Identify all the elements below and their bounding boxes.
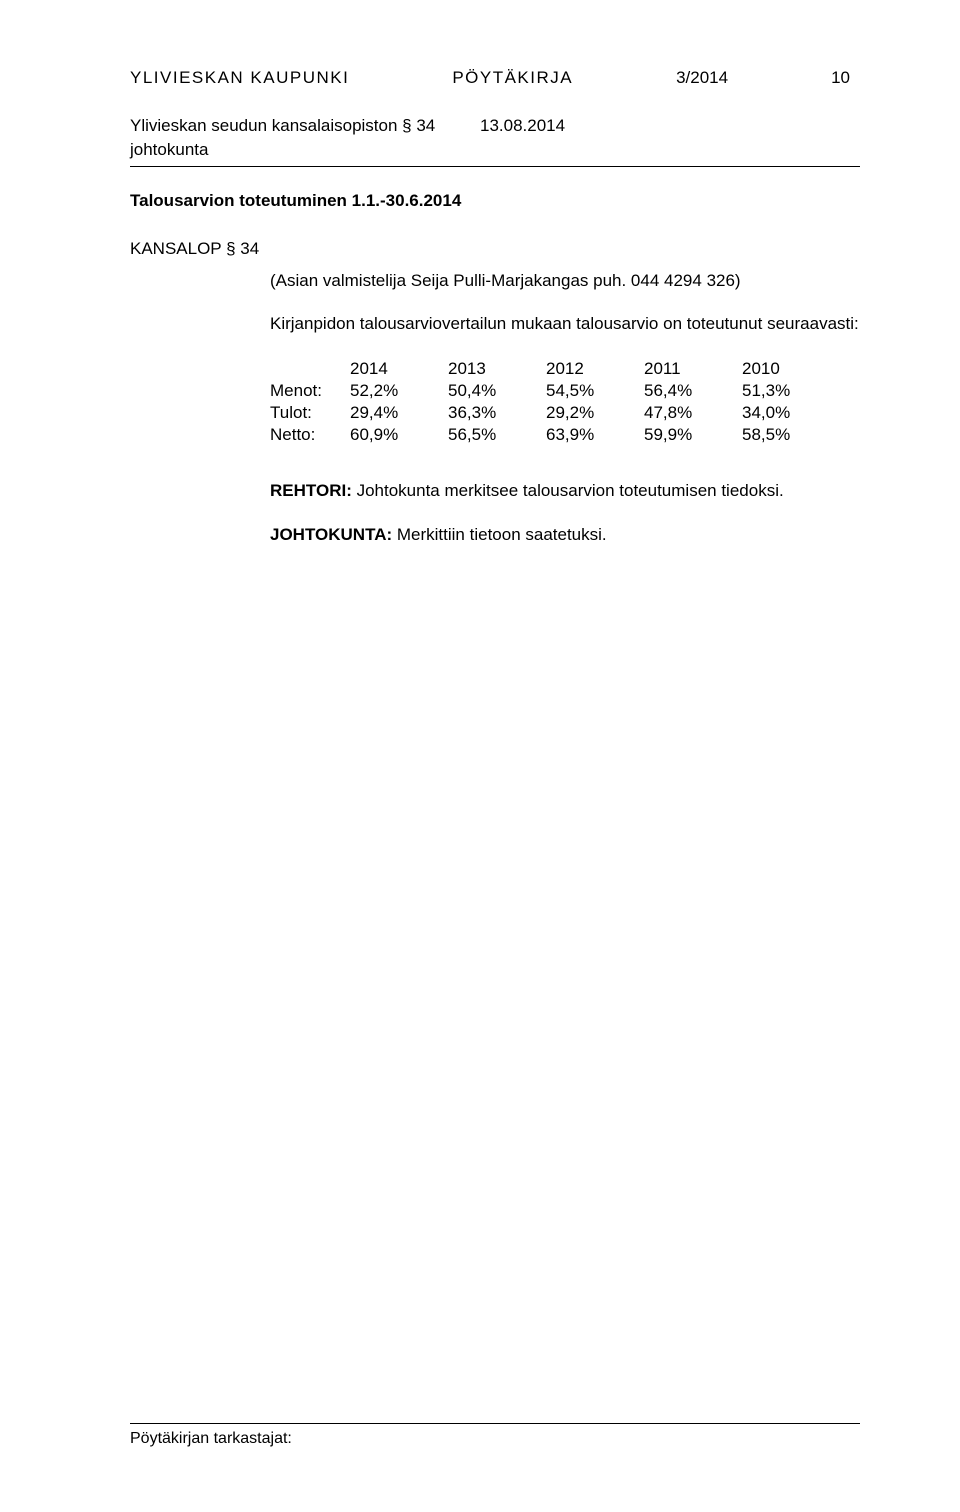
page-title: Talousarvion toteutuminen 1.1.-30.6.2014 bbox=[130, 191, 860, 211]
header-doc-number: 3/2014 bbox=[676, 68, 728, 88]
table-cell: 56,4% bbox=[644, 380, 742, 402]
rehtori-block: REHTORI: Johtokunta merkitsee talousarvi… bbox=[270, 480, 860, 503]
section-label: KANSALOP § 34 bbox=[130, 239, 860, 259]
budget-table: 2014 2013 2012 2011 2010 Menot: 52,2% 50… bbox=[270, 358, 840, 446]
table-cell: 54,5% bbox=[546, 380, 644, 402]
table-cell: 52,2% bbox=[350, 380, 448, 402]
meeting-body-line1: Ylivieskan seudun kansalaisopiston § 34 bbox=[130, 116, 480, 136]
table-cell: 47,8% bbox=[644, 402, 742, 424]
table-cell: 2013 bbox=[448, 358, 546, 380]
footer-text: Pöytäkirjan tarkastajat: bbox=[130, 1430, 292, 1448]
preparer-line: (Asian valmistelija Seija Pulli-Marjakan… bbox=[270, 271, 860, 291]
johtokunta-label: JOHTOKUNTA: bbox=[270, 525, 392, 544]
meeting-body-line2: johtokunta bbox=[130, 140, 860, 160]
table-cell: Tulot: bbox=[270, 402, 350, 424]
table-cell: 60,9% bbox=[350, 424, 448, 446]
johtokunta-block: JOHTOKUNTA: Merkittiin tietoon saatetuks… bbox=[270, 525, 860, 545]
table-cell: 51,3% bbox=[742, 380, 840, 402]
header-doc-type: PÖYTÄKIRJA bbox=[452, 68, 573, 88]
table-row: Netto: 60,9% 56,5% 63,9% 59,9% 58,5% bbox=[270, 424, 840, 446]
table-cell: 2014 bbox=[350, 358, 448, 380]
table-cell: 2012 bbox=[546, 358, 644, 380]
table-cell: 29,4% bbox=[350, 402, 448, 424]
table-cell: 2011 bbox=[644, 358, 742, 380]
rehtori-label: REHTORI: bbox=[270, 481, 352, 500]
table-cell: Menot: bbox=[270, 380, 350, 402]
page: YLIVIESKAN KAUPUNKI PÖYTÄKIRJA 3/2014 10… bbox=[0, 0, 960, 1512]
table-cell: Netto: bbox=[270, 424, 350, 446]
table-cell: 34,0% bbox=[742, 402, 840, 424]
table-cell: 36,3% bbox=[448, 402, 546, 424]
johtokunta-text: Merkittiin tietoon saatetuksi. bbox=[392, 525, 606, 544]
table-row: Tulot: 29,4% 36,3% 29,2% 47,8% 34,0% bbox=[270, 402, 840, 424]
table-cell: 63,9% bbox=[546, 424, 644, 446]
table-row: Menot: 52,2% 50,4% 54,5% 56,4% 51,3% bbox=[270, 380, 840, 402]
table-cell: 2010 bbox=[742, 358, 840, 380]
rehtori-text: Johtokunta merkitsee talousarvion toteut… bbox=[352, 481, 784, 500]
table-cell: 59,9% bbox=[644, 424, 742, 446]
footer-divider bbox=[130, 1423, 860, 1424]
header-page-number: 10 bbox=[831, 68, 860, 88]
table-header-row: 2014 2013 2012 2011 2010 bbox=[270, 358, 840, 380]
table-cell: 29,2% bbox=[546, 402, 644, 424]
table-cell bbox=[270, 358, 350, 380]
header-divider bbox=[130, 166, 860, 167]
table-cell: 50,4% bbox=[448, 380, 546, 402]
header-row: YLIVIESKAN KAUPUNKI PÖYTÄKIRJA 3/2014 10 bbox=[130, 68, 860, 88]
table-cell: 58,5% bbox=[742, 424, 840, 446]
intro-text: Kirjanpidon talousarviovertailun mukaan … bbox=[270, 313, 860, 336]
meeting-date: 13.08.2014 bbox=[480, 116, 565, 136]
meeting-row: Ylivieskan seudun kansalaisopiston § 34 … bbox=[130, 116, 860, 136]
header-org: YLIVIESKAN KAUPUNKI bbox=[130, 68, 349, 88]
table-cell: 56,5% bbox=[448, 424, 546, 446]
